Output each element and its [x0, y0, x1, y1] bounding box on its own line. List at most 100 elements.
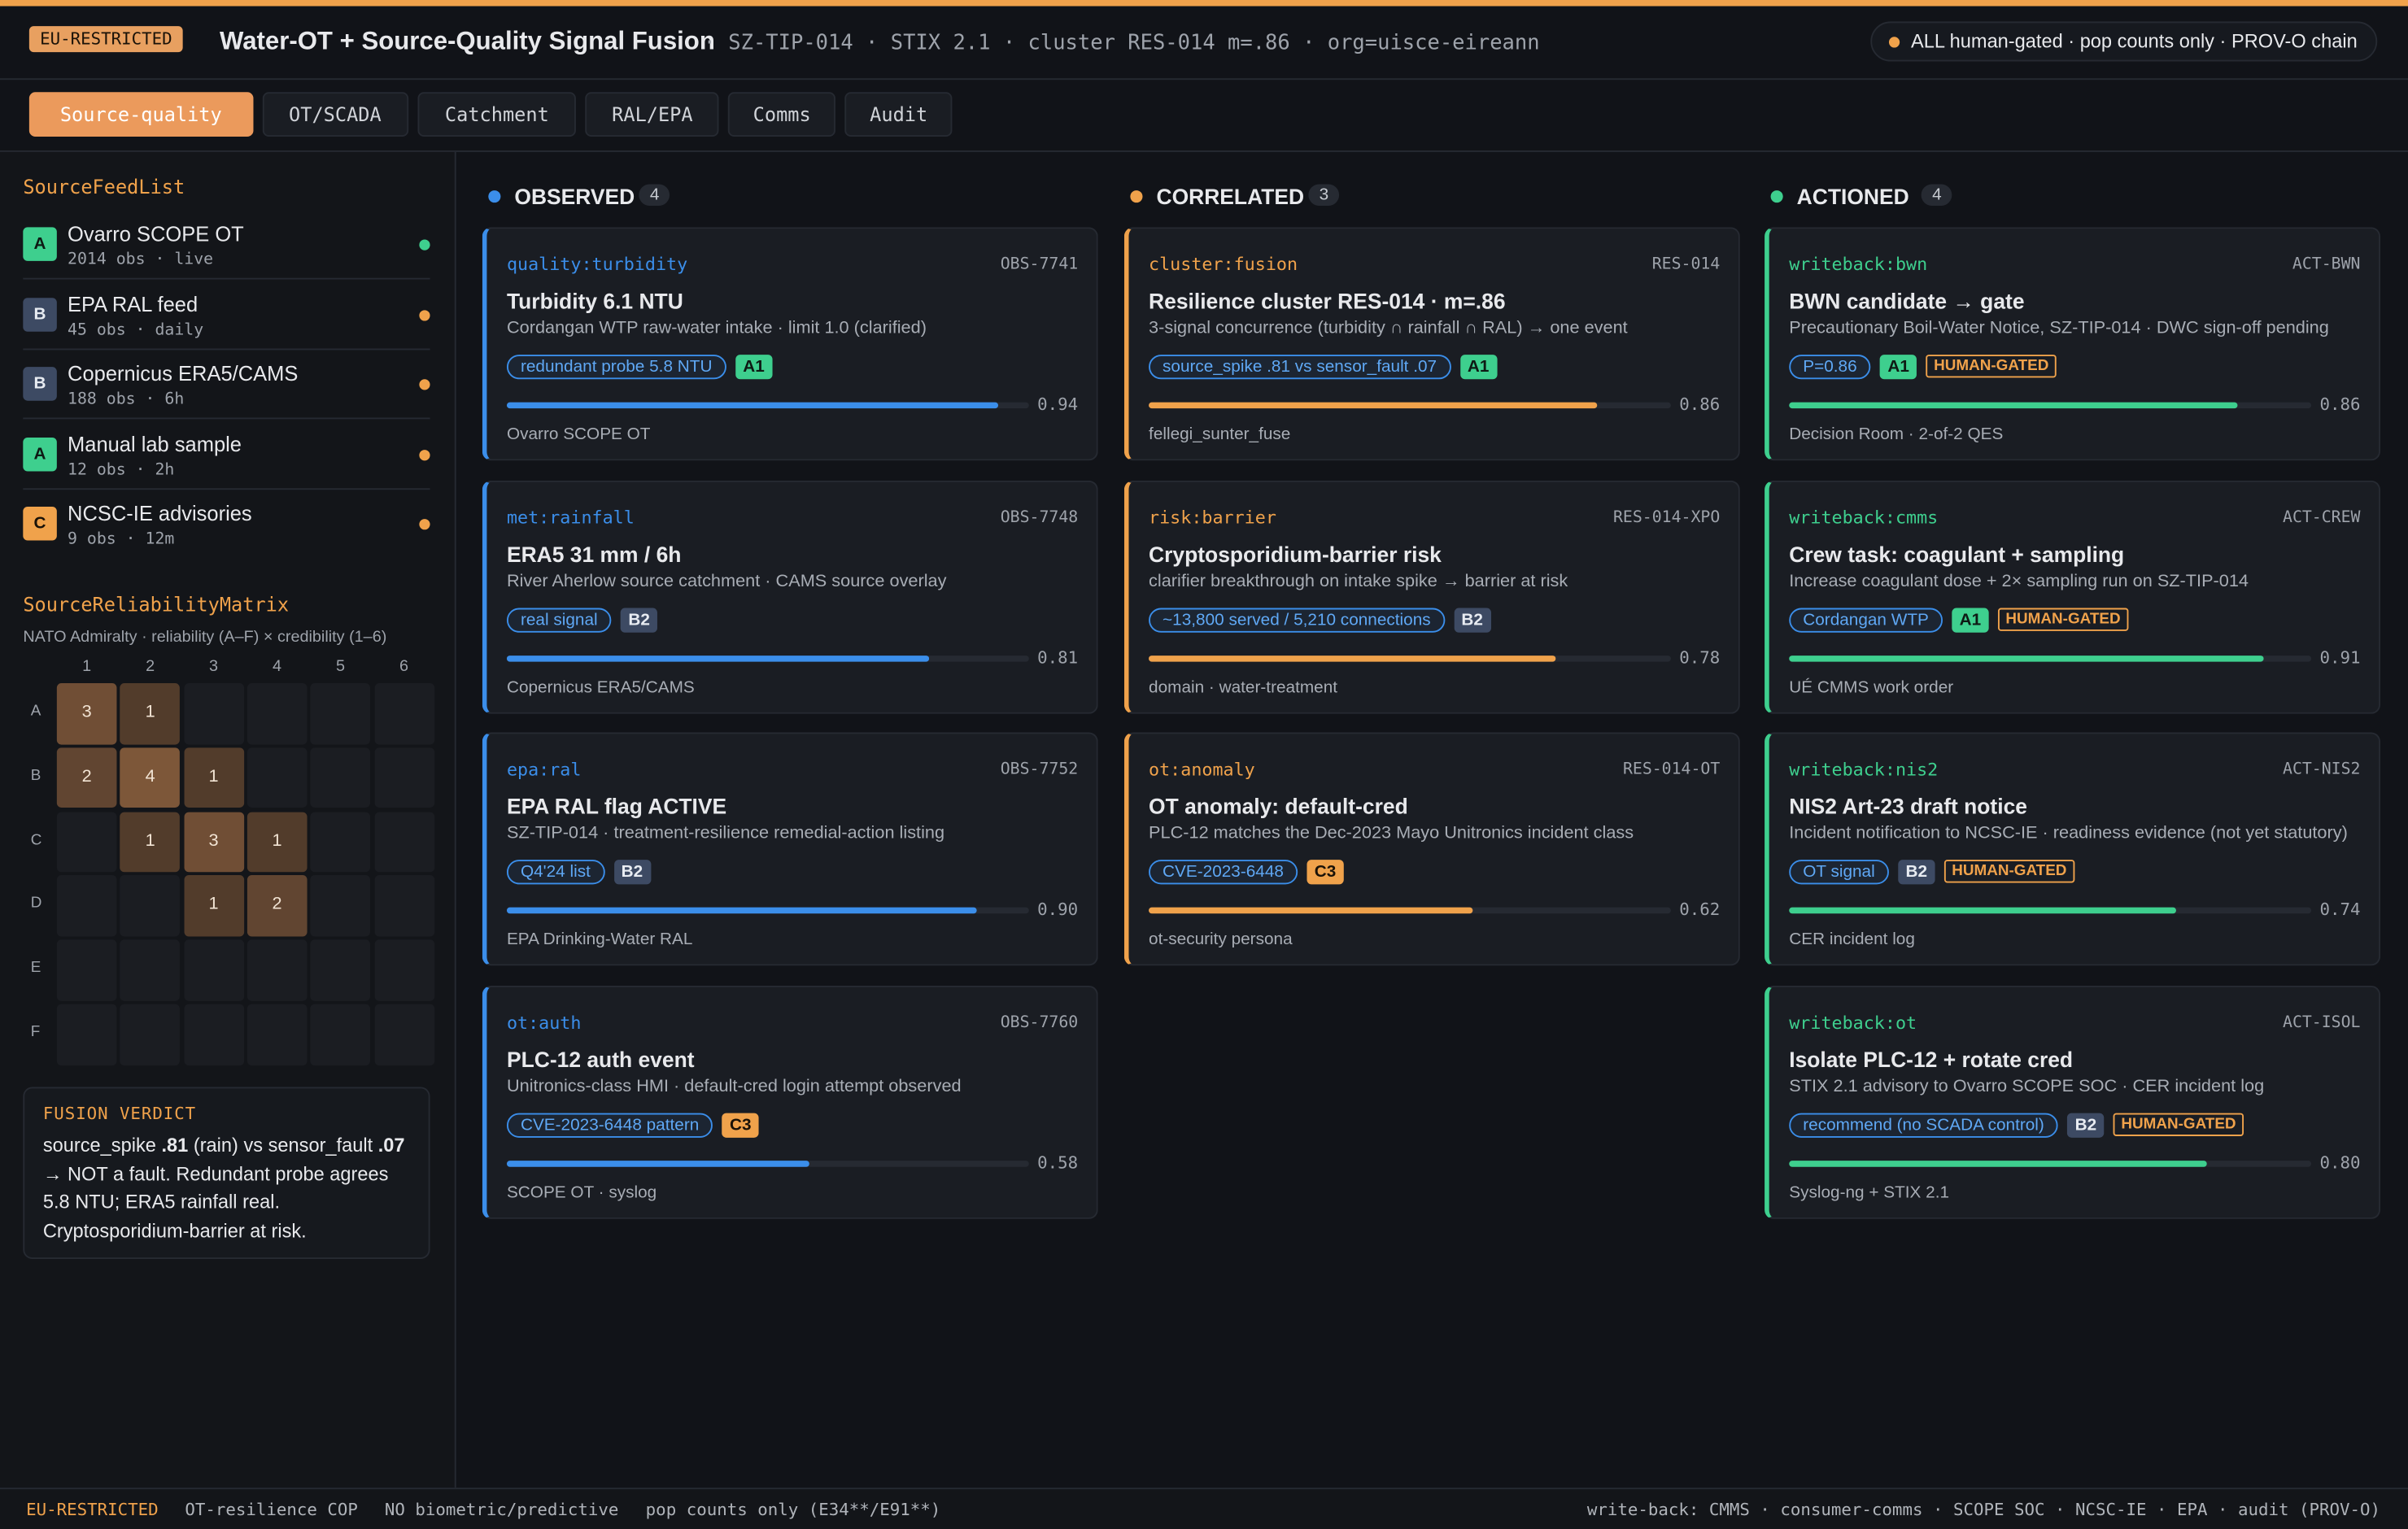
- verdict-box: FUSION VERDICT source_spike .81 (rain) vs…: [23, 1087, 430, 1259]
- score-label: 0.80: [2319, 1152, 2361, 1174]
- column-dot: [1130, 190, 1143, 203]
- matrix-cell: 2: [56, 747, 117, 808]
- app-title: Water-OT + Source-Quality Signal Fusion: [219, 27, 715, 55]
- card[interactable]: met:rainfall OBS-7748 ERA5 31 mm / 6h River…: [482, 480, 1098, 714]
- card-id: ACT-ISOL: [2283, 1013, 2361, 1032]
- grade-chip: B2: [613, 860, 651, 886]
- row-label: F: [30, 1024, 41, 1041]
- card[interactable]: writeback:ot ACT-ISOL Isolate PLC-12 + rot…: [1765, 986, 2381, 1220]
- matrix-cell-empty: [373, 683, 434, 744]
- column-count: 4: [1921, 184, 1952, 206]
- card-desc: River Aherlow source catchment · CAMS so…: [506, 572, 947, 591]
- card-title: Isolate PLC-12 + rotate cred: [1789, 1047, 2074, 1072]
- tab[interactable]: Comms: [728, 92, 836, 137]
- score-label: 0.86: [1679, 394, 1721, 415]
- matrix-cell-empty: [120, 875, 181, 937]
- col-label: 5: [335, 656, 346, 676]
- verdict-text: source_spike .81 (rain) vs sensor_fault …: [43, 1131, 412, 1245]
- header-meta: · SZ-TIP-014 · STIX 2.1 · cluster RES-01…: [703, 30, 1540, 55]
- tab[interactable]: OT/SCADA: [262, 92, 408, 137]
- card-id: OBS-7741: [1000, 255, 1079, 274]
- card-desc: PLC-12 matches the Dec-2023 Mayo Unitron…: [1149, 825, 1634, 844]
- card-desc: 3-signal concurrence (turbidity ∩ rainfa…: [1149, 319, 1628, 338]
- column-dot: [1770, 190, 1783, 203]
- feed-name: Copernicus ERA5/CAMS: [68, 362, 299, 386]
- grade-chip: A1: [1952, 607, 1989, 633]
- matrix-cell-empty: [310, 939, 371, 1001]
- matrix-cell-empty: [56, 811, 117, 873]
- chip-row: recommend (no SCADA control) B2 HUMAN-GATE…: [1789, 1113, 2244, 1141]
- tab-active[interactable]: Source-quality: [28, 92, 253, 137]
- score-bar: [506, 908, 977, 914]
- chip: CVE-2023-6448: [1149, 860, 1298, 886]
- col-label: 1: [82, 656, 92, 676]
- score-bar: [1789, 402, 2239, 409]
- gate-chip: HUMAN-GATED: [1997, 607, 2129, 631]
- card[interactable]: epa:ral OBS-7752 EPA RAL flag ACTIVE SZ-TIP…: [482, 733, 1098, 967]
- card-title: Cryptosporidium-barrier risk: [1149, 541, 1442, 566]
- card[interactable]: cluster:fusion RES-014 Resilience cluster …: [1123, 227, 1740, 461]
- chip: source_spike .81 vs sensor_fault .07: [1149, 355, 1451, 380]
- chip-row: ~13,800 served / 5,210 connections B2: [1149, 607, 1491, 635]
- card-desc: clarifier breakthrough on intake spike →…: [1149, 572, 1568, 591]
- tab[interactable]: RAL/EPA: [585, 92, 719, 137]
- gate-chip: HUMAN-GATED: [1943, 860, 2074, 884]
- chip-row: OT signal B2 HUMAN-GATED: [1789, 860, 2074, 888]
- feed-name: Ovarro SCOPE OT: [68, 222, 244, 246]
- matrix-cell: 1: [183, 875, 244, 937]
- chip-row: CVE-2023-6448 pattern C3: [506, 1113, 760, 1141]
- matrix-cell-empty: [56, 1004, 117, 1065]
- card-desc: Precautionary Boil-Water Notice, SZ-TIP-…: [1789, 319, 2329, 338]
- column-title: CORRELATED: [1156, 184, 1305, 209]
- card-id: RES-014-XPO: [1613, 507, 1721, 526]
- card[interactable]: writeback:nis2 ACT-NIS2 NIS2 Art-23 draft …: [1765, 733, 2381, 967]
- feed-item[interactable]: B EPA RAL feed 45 obs · daily: [23, 281, 430, 350]
- sidebar: SourceFeedList A Ovarro SCOPE OT 2014 obs ·…: [0, 151, 456, 1490]
- tab[interactable]: Audit: [844, 92, 953, 137]
- grade-badge: B: [23, 367, 57, 401]
- chip-row: redundant probe 5.8 NTU A1: [506, 355, 773, 382]
- score-label: 0.90: [1037, 900, 1079, 921]
- chip-row: real signal B2: [506, 607, 658, 635]
- card-title: BWN candidate → gate: [1789, 288, 2025, 314]
- tab[interactable]: Catchment: [417, 92, 577, 137]
- chip: ~13,800 served / 5,210 connections: [1149, 607, 1445, 633]
- score-label: 0.62: [1679, 900, 1721, 921]
- feed-item[interactable]: C NCSC-IE advisories 9 obs · 12m: [23, 490, 430, 559]
- card[interactable]: ot:anomaly RES-014-OT OT anomaly: default-…: [1123, 733, 1740, 967]
- matrix-cell-empty: [310, 747, 371, 808]
- card[interactable]: ot:auth OBS-7760 PLC-12 auth event Unitroni…: [482, 986, 1098, 1220]
- footer-right: write-back: CMMS · consumer-comms · SCOP…: [1586, 1500, 2381, 1520]
- card[interactable]: writeback:cmms ACT-CREW Crew task: coagula…: [1765, 480, 2381, 714]
- feed-item[interactable]: A Ovarro SCOPE OT 2014 obs · live: [23, 211, 430, 280]
- chip: recommend (no SCADA control): [1789, 1113, 2058, 1139]
- feed-item[interactable]: A Manual lab sample 12 obs · 2h: [23, 420, 430, 490]
- column-count: 4: [639, 184, 670, 206]
- card-title: Resilience cluster RES-014 · m=.86: [1149, 288, 1506, 314]
- verdict-title: FUSION VERDICT: [42, 1104, 197, 1124]
- feed-item[interactable]: B Copernicus ERA5/CAMS 188 obs · 6h: [23, 350, 430, 420]
- card-source: domain · water-treatment: [1149, 677, 1338, 697]
- feed-meta: 12 obs · 2h: [68, 460, 175, 479]
- matrix-cell-empty: [183, 939, 244, 1001]
- card-desc: Cordangan WTP raw-water intake · limit 1…: [506, 319, 927, 338]
- grade-badge: B: [23, 297, 57, 331]
- matrix-cell: 3: [56, 683, 117, 744]
- col-label: 4: [273, 656, 282, 676]
- card-source: Copernicus ERA5/CAMS: [506, 677, 695, 697]
- card-title: ERA5 31 mm / 6h: [506, 541, 682, 566]
- status-dot: [419, 309, 430, 320]
- card-title: EPA RAL flag ACTIVE: [506, 794, 727, 819]
- card-source: CER incident log: [1789, 930, 1915, 950]
- card-tag: ot:anomaly: [1149, 759, 1255, 781]
- status-pill: ALL human-gated · pop counts only · PROV…: [1870, 21, 2378, 62]
- card-tag: cluster:fusion: [1149, 253, 1298, 275]
- card-tag: quality:turbidity: [506, 253, 688, 275]
- card[interactable]: quality:turbidity OBS-7741 Turbidity 6.1 N…: [482, 227, 1098, 461]
- score-bar: [1149, 402, 1599, 409]
- grade-chip: C3: [1307, 860, 1344, 886]
- matrix-cell-empty: [183, 1004, 244, 1065]
- card[interactable]: risk:barrier RES-014-XPO Cryptosporidium-b…: [1123, 480, 1740, 714]
- score-label: 0.81: [1037, 647, 1079, 668]
- card[interactable]: writeback:bwn ACT-BWN BWN candidate → gate…: [1765, 227, 2381, 461]
